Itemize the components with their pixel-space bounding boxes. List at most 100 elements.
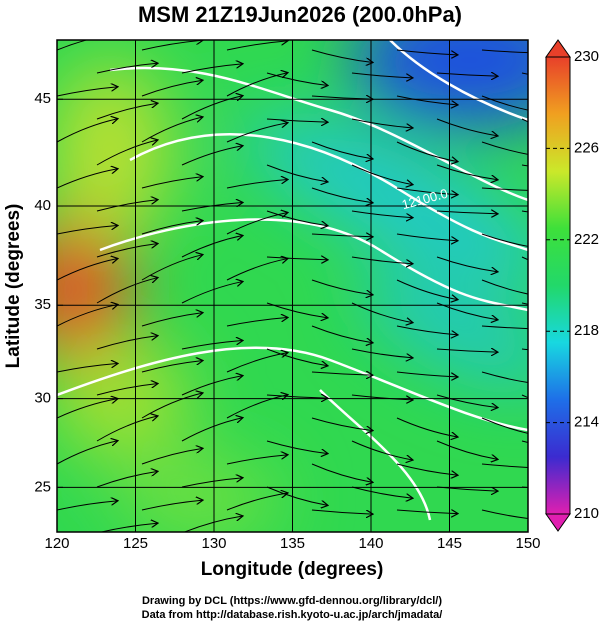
streamline — [57, 501, 117, 511]
colorbar-extend — [545, 39, 571, 58]
streamline — [396, 325, 457, 335]
streamline — [226, 493, 287, 511]
streamline — [57, 169, 117, 189]
streamline — [481, 95, 528, 111]
streamline — [266, 72, 327, 85]
streamline — [521, 440, 528, 444]
streamline — [96, 336, 157, 350]
streamline — [351, 440, 412, 460]
streamline — [226, 213, 287, 235]
streamline — [521, 348, 528, 351]
streamline — [351, 348, 412, 358]
streamline — [396, 510, 457, 514]
streamline — [57, 441, 117, 465]
streamline — [266, 119, 327, 122]
colorbar-bar — [545, 56, 571, 515]
streamline — [266, 395, 327, 398]
streamline — [226, 180, 287, 189]
streamline — [351, 72, 412, 78]
streamline — [521, 256, 528, 261]
streamline — [351, 486, 412, 498]
x-tick-label: 140 — [358, 535, 383, 552]
streamline — [396, 463, 457, 475]
streamline — [521, 118, 528, 123]
streamline — [181, 341, 242, 350]
streamline — [521, 394, 528, 399]
streamline — [311, 509, 372, 514]
streamline — [521, 164, 528, 167]
streamline — [311, 234, 372, 237]
x-tick-label: 125 — [123, 535, 148, 552]
colorbar-extend — [545, 513, 571, 532]
streamline — [481, 141, 528, 155]
streamline — [396, 279, 457, 300]
x-tick-label: 145 — [437, 535, 462, 552]
streamline — [481, 279, 528, 295]
streamline — [181, 282, 242, 304]
streamline — [521, 210, 528, 213]
streamline — [96, 63, 157, 74]
streamline — [141, 221, 202, 235]
streamline — [226, 318, 287, 327]
streamline — [141, 448, 202, 465]
grid — [57, 40, 528, 532]
streamline — [57, 226, 117, 235]
streamline — [141, 313, 202, 327]
streamline — [57, 305, 117, 327]
streamline — [311, 279, 372, 295]
credit: Drawing by DCL (https://www.gfd-dennou.o… — [142, 595, 442, 607]
streamline — [96, 200, 157, 212]
streamline — [481, 463, 528, 468]
y-tick-label: 35 — [34, 296, 51, 313]
streamline — [141, 393, 202, 419]
contours — [57, 40, 528, 521]
streamline — [226, 123, 287, 143]
streamline — [57, 87, 117, 97]
y-tick-label: 25 — [34, 478, 51, 495]
streamline — [96, 471, 157, 488]
streamline — [141, 500, 202, 511]
streamline — [436, 118, 497, 136]
streamline — [141, 80, 202, 97]
streamline — [141, 177, 202, 189]
y-tick-label: 40 — [34, 197, 51, 214]
streamline — [311, 141, 372, 159]
x-tick-label: 130 — [201, 535, 226, 552]
streamline — [57, 40, 89, 51]
streamline — [266, 348, 327, 366]
streamline — [351, 210, 412, 218]
streamline — [96, 103, 157, 120]
streamline — [436, 394, 497, 407]
colorbar-tick-label: 222 — [574, 231, 599, 248]
streamline — [521, 72, 528, 75]
streamline — [226, 73, 287, 97]
colorbar-tick-label: 210 — [574, 505, 599, 522]
streamline — [481, 325, 528, 330]
streamline — [351, 118, 412, 128]
colorbar-tick-label: 218 — [574, 322, 599, 339]
colorbar: 210 214 218 222 226 230 — [545, 39, 599, 532]
x-tick-label: 120 — [44, 535, 69, 552]
title: MSM 21Z19Jun2026 (200.0hPa) — [138, 2, 462, 27]
streamline — [396, 49, 457, 55]
streamline — [481, 49, 528, 54]
streamline — [141, 255, 202, 281]
streamline — [96, 278, 157, 304]
streamline — [141, 40, 202, 51]
streamline — [183, 516, 242, 532]
y-tick-label: 45 — [34, 90, 51, 107]
streamline — [96, 416, 157, 442]
streamline — [226, 455, 287, 465]
streamline — [436, 164, 497, 180]
streamline — [351, 394, 412, 400]
streamline — [57, 399, 117, 419]
y-axis-label: Latitude (degrees) — [3, 204, 24, 369]
streamline — [436, 211, 497, 214]
streamline — [521, 302, 528, 305]
colorbar-tick-label: 214 — [574, 414, 599, 431]
x-axis-label: Longitude (degrees) — [201, 559, 384, 580]
streamline — [181, 478, 242, 488]
streamline — [311, 372, 372, 375]
streamline — [481, 417, 528, 434]
